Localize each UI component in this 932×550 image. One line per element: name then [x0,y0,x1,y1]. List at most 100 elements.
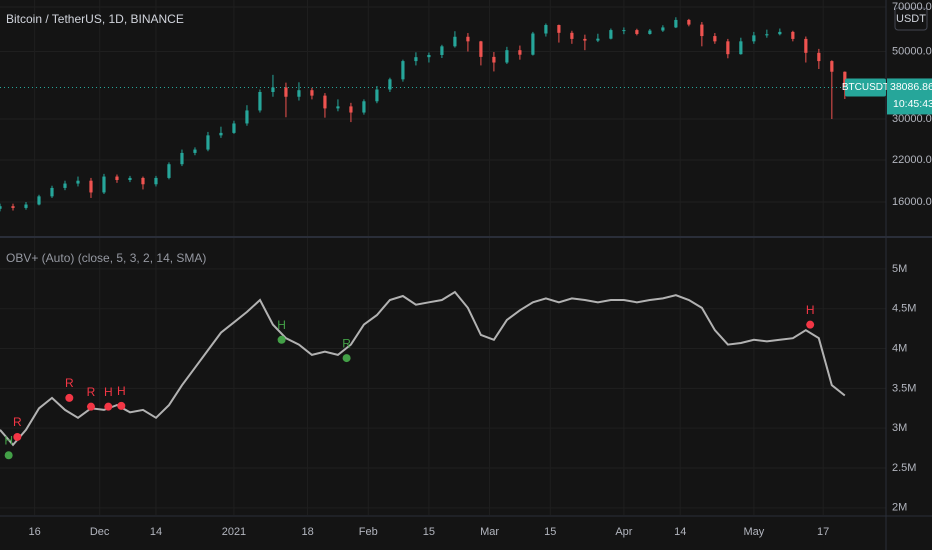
obv-pane-title: OBV+ (Auto) (close, 5, 3, 2, 14, SMA) [6,251,206,265]
candle-body [505,50,509,63]
last-price-tag [887,78,932,115]
candle-body [843,71,847,88]
symbol-tag-label: BTCUSDT [842,82,889,93]
candle-body [765,34,769,36]
candle-body [271,87,275,92]
signal-marker [4,451,13,460]
grid-layer [0,0,886,515]
candle-body [284,87,288,97]
signal-label: H [104,385,113,399]
signal-marker [86,402,95,411]
currency-button[interactable] [894,7,928,31]
signal-marker [117,401,126,410]
candle-body [349,106,353,113]
candle-body [466,36,470,42]
signal-label: R [87,385,96,399]
candle-body [37,196,41,205]
price-pane-title: Bitcoin / TetherUS, 1D, BINANCE [6,12,184,26]
y-tick-label: 3M [892,422,907,434]
signal-marker [806,320,815,329]
countdown-label: 10:45:43 [893,98,932,110]
candle-body [89,180,93,193]
last-price-label: 38086.86 [890,81,932,93]
candle-body [609,30,613,39]
candle-body [245,110,249,124]
y-tick-label: 22000.00 [892,154,932,166]
candle-body [310,90,314,96]
candle-body [531,33,535,55]
candle-body [479,41,483,57]
signal-label: H [806,303,815,317]
candle-body [76,180,80,184]
signal-label: R [342,336,351,350]
candle-body [115,176,119,181]
signal-label: R [13,415,22,429]
candle-body [219,132,223,136]
candle-body [24,204,28,208]
signal-label: H [117,384,126,398]
candle-body [362,101,366,113]
candle-body [713,36,717,42]
x-tick-label: Dec [90,526,110,538]
y-tick-label: 2.5M [892,462,916,474]
x-tick-label: 14 [674,526,686,538]
candle-body [661,27,665,31]
x-tick-label: 15 [544,526,556,538]
candle-body [258,91,262,111]
x-tick-label: Feb [359,526,378,538]
x-tick-label: Mar [480,526,499,538]
y-tick-label: 2M [892,502,907,514]
y-tick-label: 3.5M [892,382,916,394]
candle-body [336,106,340,109]
candle-body [102,176,106,193]
candle-body [128,177,132,181]
candle-body [453,36,457,47]
signal-marker [277,335,286,344]
candle-body [778,31,782,35]
x-tick-label: Apr [615,526,632,538]
candle-body [830,61,834,72]
currency-button-label[interactable]: USDT [896,13,926,25]
candle-body [180,152,184,165]
candle-body [401,61,405,80]
obv-line [0,290,846,447]
signal-marker [13,432,22,441]
candle-body [700,24,704,37]
signal-marker [65,393,74,402]
x-tick-label: 16 [29,526,41,538]
candle-body [388,79,392,90]
candle-body [557,25,561,33]
y-tick-label: 4.5M [892,303,916,315]
x-tick-label: 17 [817,526,829,538]
candle-body [427,54,431,58]
signal-label: R [65,376,74,390]
candle-body [11,206,15,208]
candle-body [726,41,730,55]
candle-body [752,35,756,42]
candle-body [739,41,743,55]
candle-body [791,31,795,39]
candle-body [596,38,600,41]
candle-body [687,19,691,25]
candle-body [167,164,171,178]
candle-body [193,149,197,153]
candle-body [50,187,54,197]
y-tick-label: 50000.00 [892,45,932,57]
y-tick-label: 5M [892,263,907,275]
candle-body [0,206,2,209]
candle-body [297,90,301,97]
candle-body [817,52,821,62]
x-tick-label: 18 [301,526,313,538]
candle-body [440,46,444,55]
signal-marker [104,402,113,411]
candle-body [804,38,808,53]
x-tick-label: 14 [150,526,162,538]
candle-body [544,25,548,34]
x-tick-label: 15 [423,526,435,538]
candle-body [492,56,496,63]
y-tick-label: 16000.00 [892,196,932,208]
candle-body [570,32,574,39]
